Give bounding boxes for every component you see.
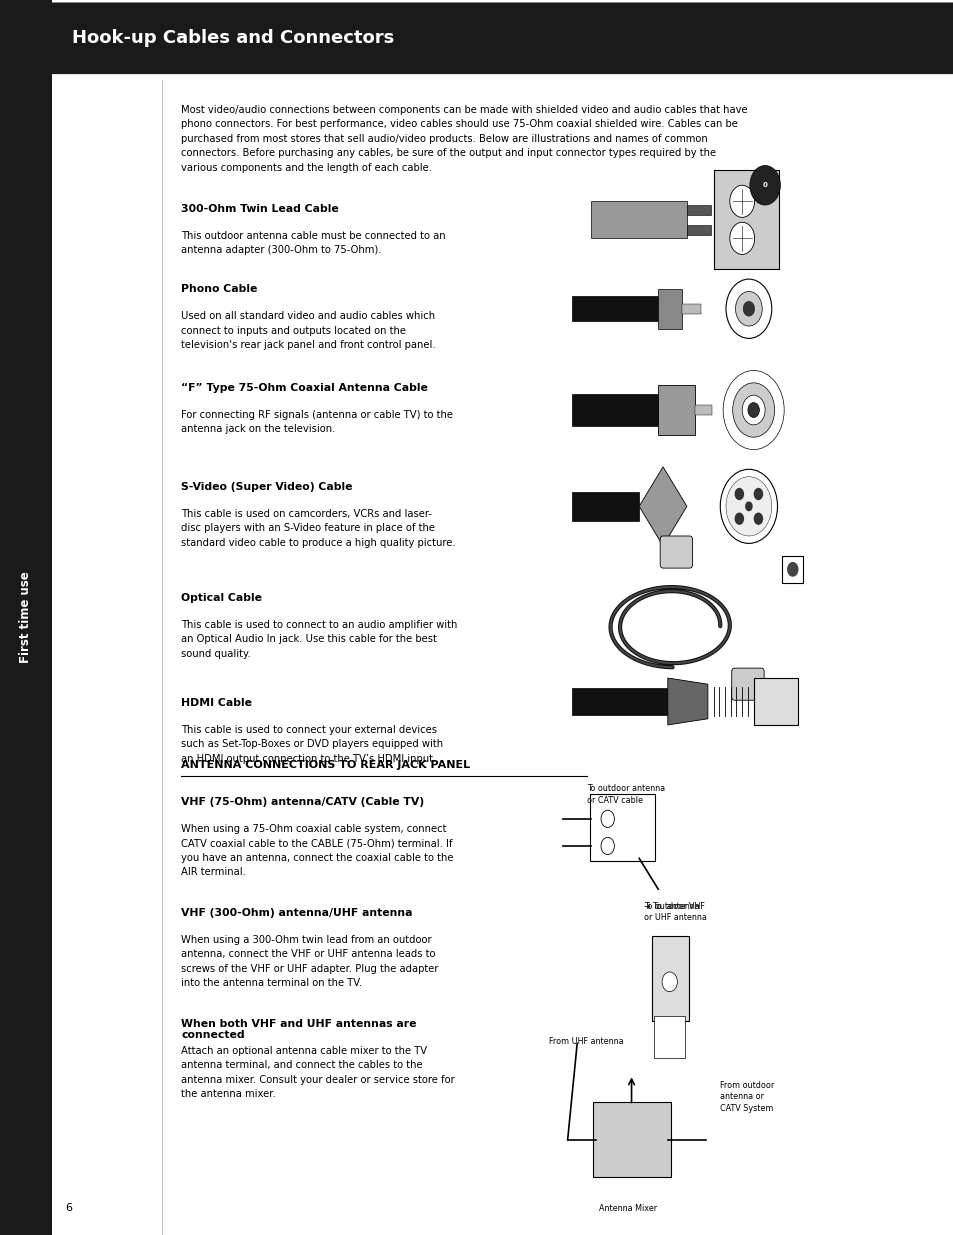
Text: When using a 300-Ohm twin lead from an outdoor
antenna, connect the VHF or UHF a: When using a 300-Ohm twin lead from an o…: [181, 935, 438, 988]
Text: Optical Cable: Optical Cable: [181, 593, 262, 603]
Circle shape: [786, 562, 798, 577]
Circle shape: [720, 469, 777, 543]
Text: 0: 0: [761, 183, 767, 188]
Circle shape: [753, 513, 762, 525]
Circle shape: [600, 810, 614, 827]
FancyBboxPatch shape: [48, 2, 953, 74]
Text: Used on all standard video and audio cables which
connect to inputs and outputs : Used on all standard video and audio cab…: [181, 311, 436, 350]
Circle shape: [722, 370, 783, 450]
Circle shape: [725, 477, 771, 536]
Text: To outdoor antenna
or CATV cable: To outdoor antenna or CATV cable: [586, 784, 664, 805]
Polygon shape: [667, 678, 707, 725]
Bar: [572, 394, 658, 426]
Text: First time use: First time use: [19, 572, 32, 663]
Text: VHF (300-Ohm) antenna/UHF antenna: VHF (300-Ohm) antenna/UHF antenna: [181, 908, 413, 918]
Text: To outdoor VHF
or UHF antenna: To outdoor VHF or UHF antenna: [643, 902, 706, 923]
Bar: [781, 556, 802, 583]
Circle shape: [735, 291, 761, 326]
Text: When both VHF and UHF antennas are
connected: When both VHF and UHF antennas are conne…: [181, 1019, 416, 1040]
Text: VHF (75-Ohm) antenna/CATV (Cable TV): VHF (75-Ohm) antenna/CATV (Cable TV): [181, 797, 424, 806]
Bar: [658, 289, 681, 329]
Text: “F” Type 75-Ohm Coaxial Antenna Cable: “F” Type 75-Ohm Coaxial Antenna Cable: [181, 383, 428, 393]
FancyBboxPatch shape: [654, 1016, 684, 1058]
Text: Phono Cable: Phono Cable: [181, 284, 257, 294]
FancyBboxPatch shape: [731, 668, 763, 700]
FancyBboxPatch shape: [659, 536, 692, 568]
Circle shape: [744, 501, 752, 511]
Text: From UHF antenna: From UHF antenna: [548, 1037, 622, 1046]
Text: HDMI Cable: HDMI Cable: [181, 698, 252, 708]
Text: This cable is used on camcorders, VCRs and laser-
disc players with an S-Video f: This cable is used on camcorders, VCRs a…: [181, 509, 456, 547]
Polygon shape: [639, 467, 686, 546]
Circle shape: [749, 165, 780, 205]
Text: When using a 75-Ohm coaxial cable system, connect
CATV coaxial cable to the CABL: When using a 75-Ohm coaxial cable system…: [181, 824, 454, 877]
FancyBboxPatch shape: [713, 170, 779, 269]
Circle shape: [734, 488, 743, 500]
FancyBboxPatch shape: [753, 678, 797, 725]
Text: Hook-up Cables and Connectors: Hook-up Cables and Connectors: [71, 30, 394, 47]
Circle shape: [753, 488, 762, 500]
Text: This cable is used to connect to an audio amplifier with
an Optical Audio In jac: This cable is used to connect to an audi…: [181, 620, 457, 658]
Text: For connecting RF signals (antenna or cable TV) to the
antenna jack on the telev: For connecting RF signals (antenna or ca…: [181, 410, 453, 435]
FancyBboxPatch shape: [651, 936, 688, 1021]
Circle shape: [729, 185, 754, 217]
FancyBboxPatch shape: [593, 1102, 670, 1177]
Text: 6: 6: [65, 1203, 71, 1213]
Bar: [591, 201, 686, 238]
Text: 300-Ohm Twin Lead Cable: 300-Ohm Twin Lead Cable: [181, 204, 338, 214]
Bar: [572, 296, 658, 321]
Circle shape: [600, 837, 614, 855]
Text: This outdoor antenna cable must be connected to an
antenna adapter (300-Ohm to 7: This outdoor antenna cable must be conne…: [181, 231, 445, 256]
Bar: [681, 304, 700, 314]
Circle shape: [742, 301, 754, 316]
FancyBboxPatch shape: [589, 794, 655, 861]
Text: → To  antenna: → To antenna: [643, 902, 699, 910]
Bar: [686, 205, 710, 215]
Bar: [572, 688, 667, 715]
Bar: [686, 225, 710, 235]
Circle shape: [741, 395, 764, 425]
Text: Attach an optional antenna cable mixer to the TV
antenna terminal, and connect t: Attach an optional antenna cable mixer t…: [181, 1046, 455, 1099]
Circle shape: [747, 403, 759, 417]
Text: Antenna Mixer: Antenna Mixer: [598, 1204, 657, 1213]
Bar: [694, 405, 711, 415]
Circle shape: [734, 513, 743, 525]
Circle shape: [725, 279, 771, 338]
Circle shape: [732, 383, 774, 437]
Text: ANTENNA CONNECTIONS TO REAR JACK PANEL: ANTENNA CONNECTIONS TO REAR JACK PANEL: [181, 760, 470, 769]
Circle shape: [661, 972, 677, 992]
Text: Most video/audio connections between components can be made with shielded video : Most video/audio connections between com…: [181, 105, 747, 173]
FancyBboxPatch shape: [0, 0, 52, 1235]
Text: From outdoor
antenna or
CATV System: From outdoor antenna or CATV System: [720, 1081, 774, 1113]
Text: S-Video (Super Video) Cable: S-Video (Super Video) Cable: [181, 482, 353, 492]
Text: This cable is used to connect your external devices
such as Set-Top-Boxes or DVD: This cable is used to connect your exter…: [181, 725, 443, 763]
Bar: [572, 492, 639, 521]
Bar: [658, 385, 694, 435]
Circle shape: [729, 222, 754, 254]
